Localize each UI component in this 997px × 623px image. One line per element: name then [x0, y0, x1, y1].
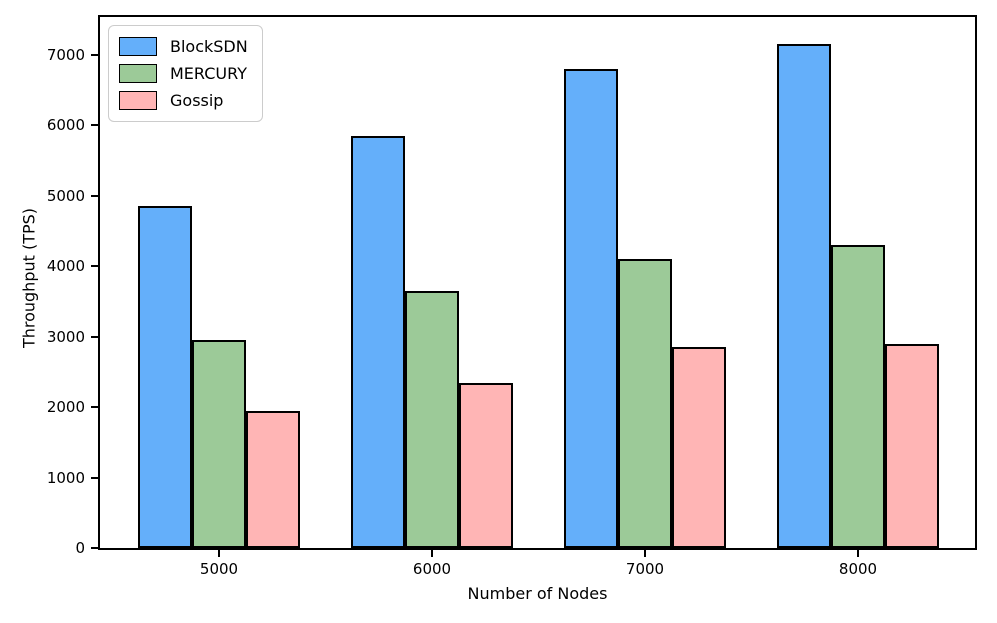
legend-item-mercury: MERCURY — [119, 62, 248, 85]
legend-label-blocksdn: BlockSDN — [170, 37, 248, 56]
legend-label-gossip: Gossip — [170, 91, 224, 110]
bar-blocksdn-7000 — [564, 69, 618, 548]
bar-blocksdn-8000 — [777, 44, 831, 548]
legend-label-mercury: MERCURY — [170, 64, 247, 83]
plot-area: BlockSDN MERCURY Gossip — [98, 15, 977, 550]
y-tick-mark-7000 — [91, 54, 98, 57]
x-tick-label-5000: 5000 — [199, 560, 239, 578]
bar-mercury-5000 — [192, 340, 246, 548]
y-tick-label-1000: 1000 — [46, 468, 85, 487]
legend-item-gossip: Gossip — [119, 89, 248, 112]
y-tick-label-0: 0 — [75, 539, 85, 557]
y-tick-label-3000: 3000 — [46, 327, 85, 346]
x-tick-mark-5000 — [218, 550, 220, 557]
x-tick-label-7000: 7000 — [625, 560, 665, 578]
bar-gossip-7000 — [672, 347, 726, 548]
y-tick-mark-2000 — [91, 406, 98, 409]
legend-swatch-gossip — [119, 91, 157, 110]
x-tick-mark-8000 — [857, 550, 859, 557]
y-tick-mark-0 — [91, 547, 98, 549]
bar-gossip-6000 — [459, 382, 513, 548]
y-tick-label-7000: 7000 — [46, 46, 85, 65]
legend-item-blocksdn: BlockSDN — [119, 35, 248, 58]
y-tick-mark-4000 — [91, 265, 98, 268]
y-tick-label-5000: 5000 — [46, 186, 85, 205]
y-tick-label-4000: 4000 — [46, 257, 85, 276]
legend-swatch-blocksdn — [119, 37, 157, 56]
y-tick-label-6000: 6000 — [46, 116, 85, 135]
x-tick-label-8000: 8000 — [838, 560, 878, 578]
x-tick-mark-6000 — [431, 550, 433, 557]
y-axis-label: Throughput (TPS) — [19, 207, 39, 349]
y-tick-label-2000: 2000 — [46, 398, 85, 417]
y-tick-mark-5000 — [91, 194, 98, 197]
bar-blocksdn-6000 — [351, 136, 405, 548]
x-axis-label: Number of Nodes — [467, 584, 608, 603]
x-tick-mark-7000 — [644, 550, 646, 557]
bar-mercury-6000 — [405, 290, 459, 548]
legend: BlockSDN MERCURY Gossip — [108, 25, 263, 122]
legend-swatch-mercury — [119, 64, 157, 83]
x-tick-label-6000: 6000 — [412, 560, 452, 578]
y-tick-mark-1000 — [91, 476, 98, 479]
bar-mercury-7000 — [618, 259, 672, 548]
bar-mercury-8000 — [831, 245, 885, 548]
y-tick-mark-6000 — [91, 124, 98, 127]
bar-blocksdn-5000 — [138, 206, 192, 548]
y-tick-mark-3000 — [91, 335, 98, 338]
bar-gossip-8000 — [885, 343, 939, 548]
bar-gossip-5000 — [246, 410, 300, 548]
